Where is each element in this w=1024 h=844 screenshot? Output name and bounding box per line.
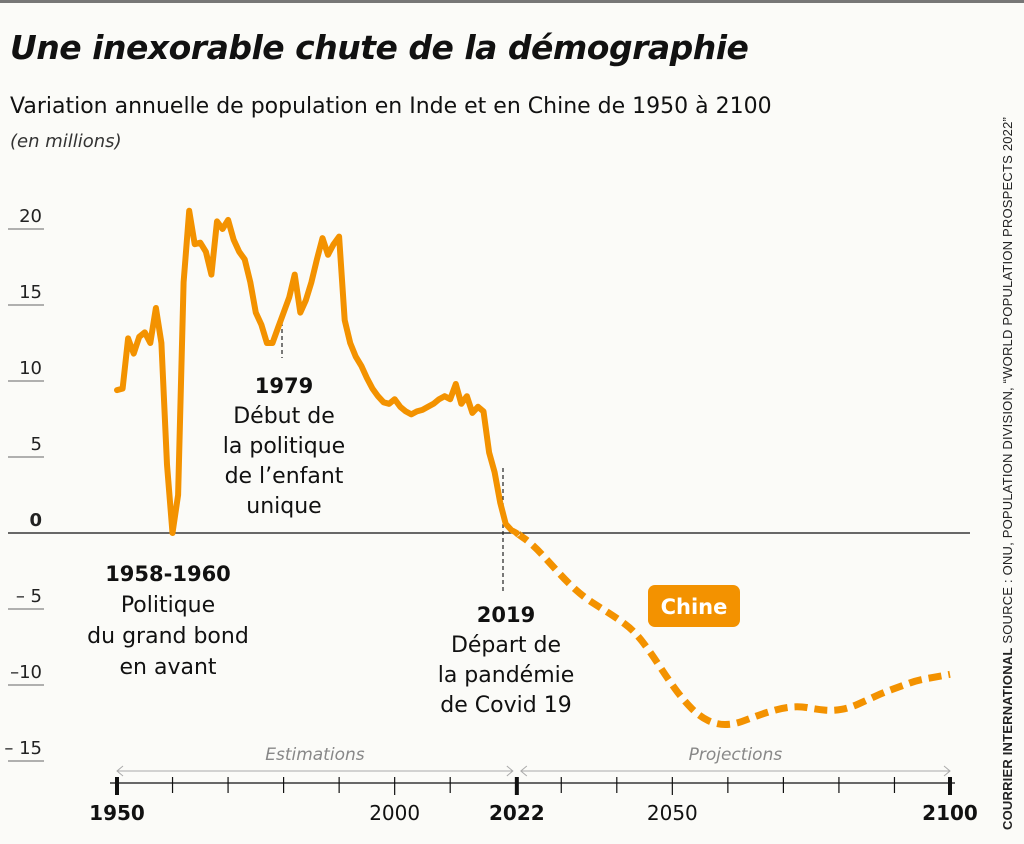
series-badge-label: Chine <box>661 595 728 619</box>
x-tick-label: 2050 <box>647 801 698 825</box>
source-credit: COURRIER INTERNATIONAL SOURCE : ONU, POP… <box>1000 117 1015 830</box>
series-label: Chine <box>648 585 740 627</box>
annotation-text: la politique <box>223 434 345 459</box>
annotation-text: Départ de <box>451 633 561 658</box>
period-arrow-right <box>506 765 514 777</box>
annotation-text: Début de <box>233 404 335 429</box>
chart-subtitle: Variation annuelle de population en Inde… <box>10 94 772 119</box>
annotation-year: 1958-1960 <box>105 562 231 586</box>
y-tick-label: 20 <box>19 206 42 227</box>
annotations: 1958-1960 Politique du grand bond en avant 1… <box>87 322 574 718</box>
annotation-text: de Covid 19 <box>440 693 571 718</box>
annotation-year: 1979 <box>255 374 313 398</box>
period-label: Estimations <box>265 745 365 765</box>
chart-title: Une inexorable chute de la démographie <box>10 28 749 67</box>
x-tick-label: 2000 <box>369 801 420 825</box>
y-tick-label: –10 <box>10 662 42 683</box>
x-tick-label: 2100 <box>922 801 978 825</box>
y-tick-label: 15 <box>19 282 42 303</box>
annotation-text: de l’enfant <box>225 464 344 489</box>
series-badge-bg <box>648 585 740 627</box>
annotation-text: du grand bond <box>87 624 249 649</box>
series-line-projections <box>513 529 951 729</box>
annotation-year: 2019 <box>477 603 535 627</box>
chart-units: (en millions) <box>10 131 122 152</box>
period-arrow-left <box>520 765 528 777</box>
x-tick-label: 1950 <box>89 801 145 825</box>
annotation-text: en avant <box>119 655 216 680</box>
top-rule <box>0 0 1024 3</box>
y-tick-label: 10 <box>19 358 42 379</box>
y-tick-label: 5 <box>31 434 42 455</box>
source-brand: COURRIER INTERNATIONAL <box>1000 647 1015 830</box>
x-axis: Estimations Projections 1950 2000 2022 2050 21… <box>89 745 978 825</box>
period-label: Projections <box>689 745 783 765</box>
source-text: SOURCE : ONU, POPULATION DIVISION, “WORL… <box>1000 116 1015 644</box>
period-arrow-left <box>116 765 124 777</box>
period-arrow-right <box>943 765 951 777</box>
annotation-text: Politique <box>121 593 215 618</box>
annotation-text: unique <box>246 494 321 519</box>
y-axis-ticks: 20 15 10 5 0 – 5 –10 – 15 <box>4 206 44 762</box>
x-tick-label: 2022 <box>489 801 545 825</box>
series-lines <box>114 207 951 729</box>
annotation-text: la pandémie <box>438 663 575 688</box>
y-tick-label: 0 <box>29 510 42 531</box>
y-tick-label: – 5 <box>16 586 42 607</box>
y-tick-label: – 15 <box>4 738 42 759</box>
series-line-estimates <box>114 207 520 536</box>
